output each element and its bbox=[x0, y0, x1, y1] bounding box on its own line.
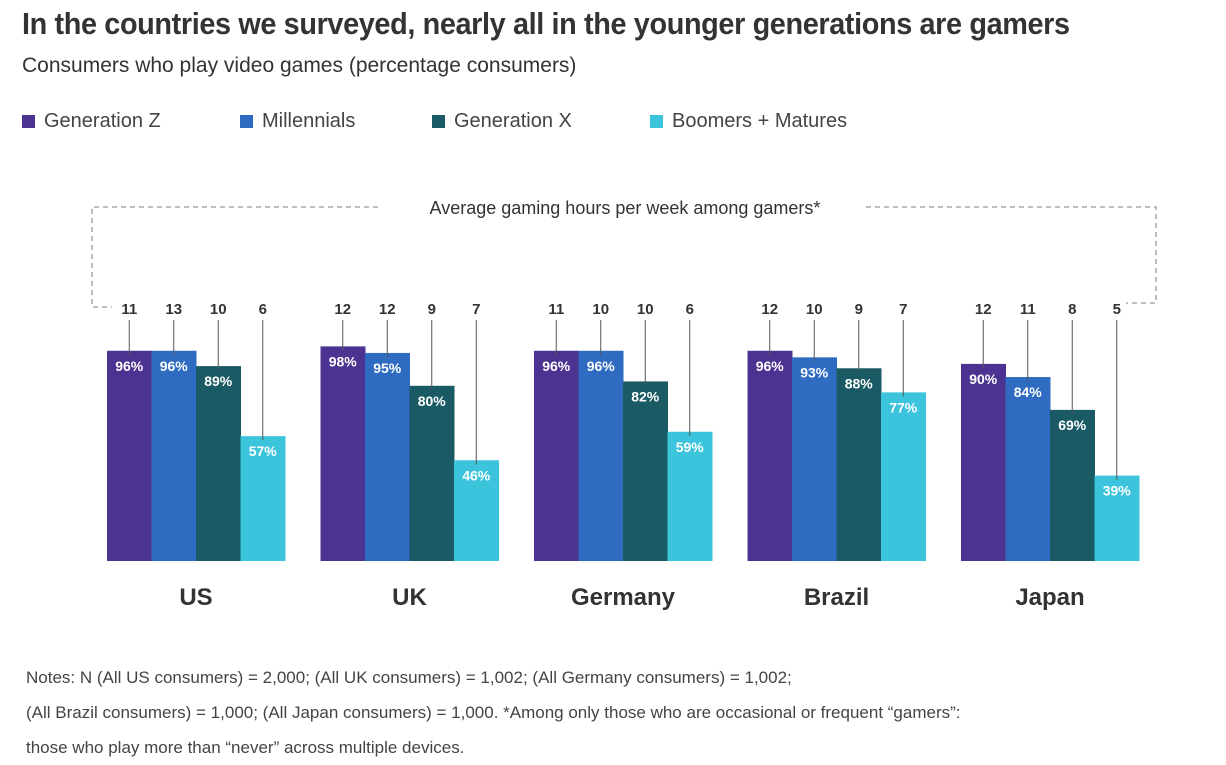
hours-label-uk-boomers-matures: 7 bbox=[472, 301, 480, 318]
legend-item-generation-z: Generation Z bbox=[22, 110, 161, 133]
value-label-us-millennials: 96% bbox=[160, 358, 189, 374]
chart-title: In the countries we surveyed, nearly all… bbox=[22, 6, 1070, 41]
bar-brazil-millennials bbox=[792, 357, 837, 561]
legend-item-millennials: Millennials bbox=[240, 110, 355, 133]
hours-label-japan-generation-z: 12 bbox=[975, 301, 992, 318]
bar-us-generation-z bbox=[107, 350, 152, 561]
bar-brazil-boomers-matures bbox=[881, 392, 926, 561]
hours-label-brazil-generation-z: 12 bbox=[761, 301, 778, 318]
bracket-left bbox=[91, 206, 378, 308]
hours-label-japan-boomers-matures: 5 bbox=[1113, 301, 1121, 318]
legend-item-boomers-matures: Boomers + Matures bbox=[650, 110, 847, 133]
notes-line-1: Notes: N (All US consumers) = 2,000; (Al… bbox=[26, 668, 792, 687]
value-label-uk-millennials: 95% bbox=[373, 360, 402, 376]
value-label-us-generation-z: 96% bbox=[115, 358, 144, 374]
hours-label-brazil-generation-x: 9 bbox=[855, 301, 863, 318]
bar-germany-millennials bbox=[578, 350, 624, 561]
notes-line-3: those who play more than “never” across … bbox=[26, 738, 465, 757]
chart-subtitle: Consumers who play video games (percenta… bbox=[22, 54, 577, 77]
bar-us-boomers-matures bbox=[240, 436, 286, 561]
bar-us-generation-x bbox=[196, 366, 241, 561]
bar-japan-boomers-matures bbox=[1094, 475, 1140, 561]
hours-label-uk-millennials: 12 bbox=[379, 301, 396, 318]
value-label-germany-generation-x: 82% bbox=[631, 388, 660, 404]
bracket-right bbox=[866, 206, 1157, 304]
value-label-us-generation-x: 89% bbox=[204, 373, 233, 389]
value-label-brazil-millennials: 93% bbox=[800, 364, 829, 380]
value-label-us-boomers-matures: 57% bbox=[249, 443, 278, 459]
legend-label-millennials: Millennials bbox=[262, 110, 356, 132]
hours-label-us-boomers-matures: 6 bbox=[259, 301, 267, 318]
category-label-uk: UK bbox=[392, 584, 427, 611]
value-label-japan-generation-x: 69% bbox=[1058, 417, 1087, 433]
hours-label-uk-generation-z: 12 bbox=[334, 301, 351, 318]
hours-label-us-millennials: 13 bbox=[165, 301, 182, 318]
value-label-uk-generation-x: 80% bbox=[418, 393, 447, 409]
bar-germany-generation-z bbox=[534, 350, 579, 561]
hours-label-us-generation-x: 10 bbox=[210, 301, 227, 318]
bar-uk-boomers-matures bbox=[454, 460, 499, 561]
bar-germany-generation-x bbox=[623, 381, 668, 561]
legend-swatch-boomers-matures bbox=[650, 115, 663, 128]
hours-label-brazil-boomers-matures: 7 bbox=[899, 301, 907, 318]
value-label-japan-generation-z: 90% bbox=[969, 371, 998, 387]
legend-label-generation-z: Generation Z bbox=[44, 110, 161, 132]
bar-japan-generation-z bbox=[961, 363, 1006, 561]
value-label-germany-boomers-matures: 59% bbox=[676, 439, 705, 455]
legend-swatch-millennials bbox=[240, 115, 253, 128]
legend-swatch-generation-x bbox=[432, 115, 445, 128]
value-label-brazil-generation-z: 96% bbox=[756, 358, 785, 374]
hours-label-japan-generation-x: 8 bbox=[1068, 301, 1076, 318]
hours-label-germany-boomers-matures: 6 bbox=[686, 301, 694, 318]
value-label-japan-millennials: 84% bbox=[1014, 384, 1043, 400]
category-label-us: US bbox=[179, 584, 212, 611]
category-label-germany: Germany bbox=[571, 584, 676, 611]
value-label-germany-millennials: 96% bbox=[587, 358, 616, 374]
legend-label-generation-x: Generation X bbox=[454, 110, 572, 132]
bar-japan-millennials bbox=[1005, 377, 1051, 561]
hours-label-germany-millennials: 10 bbox=[592, 301, 609, 318]
category-label-japan: Japan bbox=[1015, 584, 1084, 611]
bar-us-millennials bbox=[151, 350, 197, 561]
hours-label-uk-generation-x: 9 bbox=[428, 301, 436, 318]
bar-brazil-generation-x bbox=[836, 368, 882, 561]
bar-uk-millennials bbox=[365, 352, 410, 561]
value-label-germany-generation-z: 96% bbox=[542, 358, 571, 374]
hours-label-us-generation-z: 11 bbox=[121, 301, 137, 318]
legend-swatch-generation-z bbox=[22, 115, 35, 128]
hours-label-germany-generation-z: 11 bbox=[548, 301, 564, 318]
bar-uk-generation-x bbox=[409, 385, 455, 561]
value-label-brazil-boomers-matures: 77% bbox=[889, 399, 918, 415]
hours-annotation: Average gaming hours per week among game… bbox=[430, 198, 821, 218]
bar-brazil-generation-z bbox=[747, 350, 793, 561]
hours-label-germany-generation-x: 10 bbox=[637, 301, 654, 318]
category-label-brazil: Brazil bbox=[804, 584, 869, 611]
value-label-japan-boomers-matures: 39% bbox=[1103, 483, 1132, 499]
bar-chart: Average gaming hours per week among game… bbox=[91, 198, 1157, 611]
legend-item-generation-x: Generation X bbox=[432, 110, 572, 133]
value-label-brazil-generation-x: 88% bbox=[845, 375, 874, 391]
bar-uk-generation-z bbox=[320, 346, 366, 561]
bar-germany-boomers-matures bbox=[667, 431, 713, 561]
notes-line-2: (All Brazil consumers) = 1,000; (All Jap… bbox=[26, 703, 961, 722]
hours-label-japan-millennials: 11 bbox=[1020, 301, 1036, 318]
hours-label-brazil-millennials: 10 bbox=[806, 301, 823, 318]
value-label-uk-boomers-matures: 46% bbox=[462, 467, 491, 483]
bars: 96% 11 96% 13 89% 10 57% 6 US 98% 12 95% 12 80% 9 46% 7 U… bbox=[107, 301, 1140, 611]
bar-japan-generation-x bbox=[1050, 409, 1095, 561]
legend-label-boomers-matures: Boomers + Matures bbox=[672, 110, 848, 132]
value-label-uk-generation-z: 98% bbox=[329, 353, 358, 369]
notes: Notes: N (All US consumers) = 2,000; (Al… bbox=[26, 660, 961, 765]
hours-bracket bbox=[91, 206, 1157, 308]
